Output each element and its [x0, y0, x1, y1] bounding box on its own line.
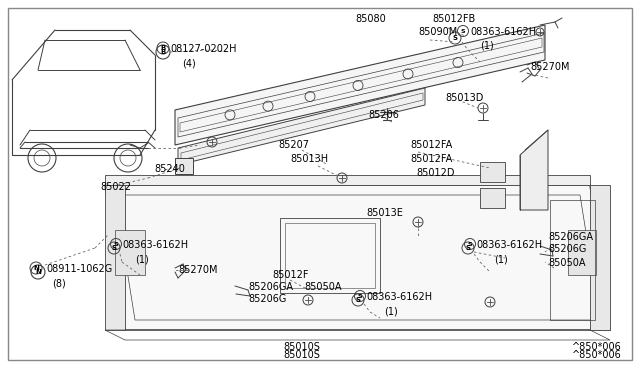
Text: S: S [468, 241, 472, 247]
Polygon shape [105, 185, 125, 330]
Text: 85010S: 85010S [284, 342, 321, 352]
Text: ^850*006: ^850*006 [572, 350, 621, 360]
Bar [285, 223, 375, 288]
Text: 85080: 85080 [355, 14, 386, 24]
Text: 85206GA: 85206GA [248, 282, 293, 292]
Text: 85012D: 85012D [416, 168, 454, 178]
Bar [280, 218, 380, 293]
Text: 85207: 85207 [278, 140, 309, 150]
Text: B: B [161, 45, 166, 51]
Text: N: N [33, 265, 39, 271]
Polygon shape [520, 130, 548, 210]
Polygon shape [105, 185, 610, 330]
Text: 85012FB: 85012FB [432, 14, 476, 24]
Polygon shape [175, 25, 545, 145]
Text: ^850*006: ^850*006 [572, 342, 621, 352]
Polygon shape [590, 185, 610, 330]
Text: 85050A: 85050A [304, 282, 342, 292]
Text: 85270M: 85270M [530, 62, 570, 72]
Bar [480, 162, 505, 182]
Text: 85050A: 85050A [548, 258, 586, 268]
Text: 08363-6162H: 08363-6162H [470, 27, 536, 37]
Text: 08127-0202H: 08127-0202H [170, 44, 237, 54]
Text: 85013E: 85013E [366, 208, 403, 218]
Text: 85012F: 85012F [272, 270, 308, 280]
Text: 85013H: 85013H [290, 154, 328, 164]
Text: 85022: 85022 [100, 182, 131, 192]
Text: S: S [358, 294, 362, 298]
Polygon shape [105, 175, 590, 185]
Text: 85206GA: 85206GA [548, 232, 593, 242]
Text: S: S [355, 297, 360, 303]
Text: 85013D: 85013D [445, 93, 483, 103]
Text: 85012FA: 85012FA [410, 140, 452, 150]
Text: 85206G: 85206G [548, 244, 586, 254]
Text: (4): (4) [182, 58, 196, 68]
Bar [175, 158, 193, 174]
Bar [568, 230, 596, 275]
Text: 08363-6162H: 08363-6162H [122, 240, 188, 250]
Text: 85012FA: 85012FA [410, 154, 452, 164]
Text: (8): (8) [52, 278, 66, 288]
Text: 85240: 85240 [154, 164, 185, 174]
Text: 85090M: 85090M [418, 27, 457, 37]
Text: 85270M: 85270M [178, 265, 218, 275]
Text: 08363-6162H: 08363-6162H [476, 240, 542, 250]
Text: S: S [111, 245, 116, 251]
Text: S: S [461, 29, 465, 33]
Bar [115, 230, 145, 275]
Text: 85206G: 85206G [248, 294, 286, 304]
Bar [550, 200, 595, 320]
Text: (1): (1) [494, 254, 508, 264]
Text: S: S [465, 245, 470, 251]
Text: S: S [452, 35, 458, 41]
Text: 85010S: 85010S [284, 350, 321, 360]
Text: 85206: 85206 [368, 110, 399, 120]
Text: (1): (1) [480, 40, 493, 50]
Text: N: N [35, 269, 41, 275]
Text: (1): (1) [135, 254, 148, 264]
Text: 08911-1062G: 08911-1062G [46, 264, 112, 274]
Text: B: B [161, 49, 166, 55]
Bar [480, 188, 505, 208]
Text: (1): (1) [384, 306, 397, 316]
Text: 08363-6162H: 08363-6162H [366, 292, 432, 302]
Polygon shape [178, 88, 425, 165]
Text: S: S [114, 241, 118, 247]
